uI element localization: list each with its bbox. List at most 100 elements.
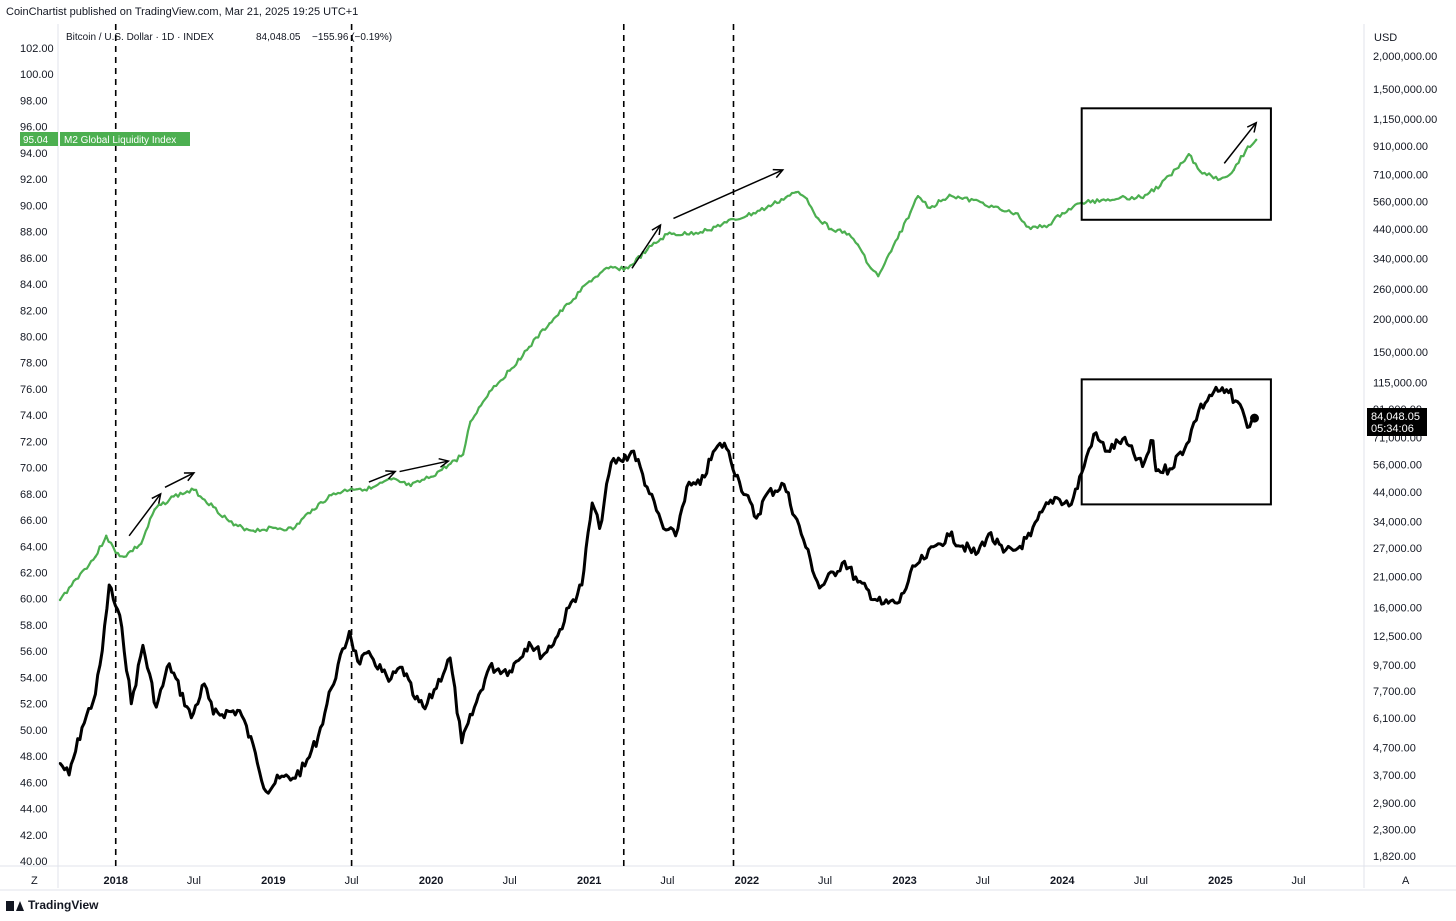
- m2-data-point: [961, 197, 964, 200]
- right-tick-label: 560,000.00: [1373, 196, 1428, 208]
- m2-data-point: [1219, 177, 1222, 181]
- btc-price-line: [58, 385, 1256, 795]
- m2-data-point: [114, 551, 117, 555]
- m2-name-tag: [60, 132, 190, 146]
- m2-data-point: [291, 528, 295, 531]
- btc-data-point: [303, 764, 307, 768]
- time-tick-label: 2025: [1208, 875, 1232, 887]
- annotation-arrow: [368, 470, 397, 483]
- right-tick-label: 9,700.00: [1373, 660, 1416, 672]
- time-tick-label: Jul: [1292, 875, 1306, 887]
- m2-data-point: [1119, 196, 1122, 199]
- btc-data-point: [723, 441, 726, 445]
- left-tick-label: 48.00: [20, 751, 48, 763]
- btc-data-point: [556, 634, 559, 638]
- m2-data-point: [1061, 212, 1064, 215]
- m2-data-point: [843, 230, 846, 233]
- left-tick-label: 58.00: [20, 620, 48, 632]
- btc-data-point: [610, 461, 613, 464]
- btc-data-point: [632, 449, 635, 453]
- btc-data-point: [598, 527, 601, 530]
- m2-value-tag: [20, 132, 58, 146]
- auto-scale-left-button[interactable]: [26, 872, 44, 888]
- m2-data-point: [153, 508, 156, 511]
- m2-data-point: [928, 206, 932, 210]
- btc-data-point: [130, 702, 133, 705]
- m2-data-point: [429, 475, 433, 478]
- btc-data-point: [168, 662, 171, 665]
- right-tick-label: 44,000.00: [1373, 487, 1422, 499]
- m2-data-point: [74, 577, 78, 581]
- m2-data-point: [1029, 227, 1032, 231]
- m2-name-label: M2 Global Liquidity Index: [64, 135, 176, 146]
- left-tick-label: 82.00: [20, 305, 48, 317]
- btc-data-point: [674, 534, 677, 538]
- time-tick-label: Jul: [660, 875, 674, 887]
- m2-data-point: [685, 233, 689, 236]
- m2-data-point: [272, 526, 275, 530]
- annotation-box: [1080, 107, 1272, 221]
- annotation-arrow: [673, 168, 785, 220]
- tradingview-logo[interactable]: TradingView: [6, 898, 98, 912]
- time-tick-label: Jul: [1134, 875, 1148, 887]
- btc-data-point: [591, 501, 594, 505]
- m2-data-point: [311, 508, 314, 511]
- right-tick-label: 4,700.00: [1373, 743, 1416, 755]
- left-tick-label: 56.00: [20, 646, 48, 658]
- btc-data-point: [58, 762, 62, 765]
- btc-data-point: [264, 790, 268, 793]
- m2-data-point: [105, 534, 108, 537]
- btc-data-point: [802, 538, 805, 541]
- right-tick-label: 340,000.00: [1373, 253, 1428, 265]
- right-tick-label: 260,000.00: [1373, 284, 1428, 296]
- m2-data-point: [508, 369, 511, 372]
- m2-data-point: [449, 462, 452, 465]
- btc-data-point: [541, 654, 544, 657]
- left-tick-label: 66.00: [20, 515, 48, 527]
- btc-data-point: [1070, 503, 1073, 506]
- left-tick-label: 92.00: [20, 174, 48, 186]
- btc-data-point: [922, 557, 926, 561]
- legend-change: −155.96 (−0.19%): [312, 32, 392, 43]
- btc-data-point: [856, 580, 860, 584]
- annotation-arrow: [164, 472, 196, 488]
- left-tick-label: 94.00: [20, 148, 48, 160]
- btc-data-point: [1227, 391, 1230, 394]
- btc-data-point: [488, 666, 491, 669]
- right-axis: 2,000,000.00 1,500,000.00 1,150,000.00 910,…: [1373, 51, 1437, 863]
- btc-data-point: [1248, 425, 1251, 428]
- btc-data-point: [141, 644, 145, 647]
- right-tick-label: 7,700.00: [1373, 686, 1416, 698]
- btc-data-point: [818, 586, 821, 590]
- m2-data-point: [588, 280, 591, 283]
- m2-data-point: [784, 196, 787, 199]
- m2-data-point: [172, 495, 175, 498]
- m2-liquidity-line: [59, 139, 1258, 601]
- series-layer: [58, 138, 1259, 795]
- left-tick-label: 76.00: [20, 384, 48, 396]
- btc-data-point: [369, 654, 373, 657]
- btc-data-point: [699, 483, 702, 486]
- m2-data-point: [889, 250, 893, 253]
- m2-data-point: [829, 227, 833, 231]
- m2-data-point: [122, 555, 126, 558]
- m2-data-point: [488, 390, 491, 393]
- time-tick-label: Jul: [345, 875, 359, 887]
- btc-data-point: [685, 485, 689, 489]
- btc-price-tag: [1367, 408, 1427, 436]
- right-tick-label: 56,000.00: [1373, 460, 1422, 472]
- btc-data-point: [1121, 437, 1124, 441]
- right-tick-label: 2,300.00: [1373, 824, 1416, 836]
- auto-scale-right-button[interactable]: [1396, 872, 1414, 888]
- btc-data-point: [974, 553, 978, 556]
- m2-data-point: [548, 322, 551, 325]
- btc-data-point: [212, 712, 215, 716]
- btc-data-point: [738, 480, 741, 484]
- annotation-arrow: [631, 223, 662, 269]
- m2-data-point: [461, 453, 465, 456]
- time-tick-label: 2024: [1050, 875, 1075, 887]
- btc-data-point: [460, 741, 463, 745]
- m2-data-point: [666, 233, 669, 236]
- btc-data-point: [1212, 390, 1216, 393]
